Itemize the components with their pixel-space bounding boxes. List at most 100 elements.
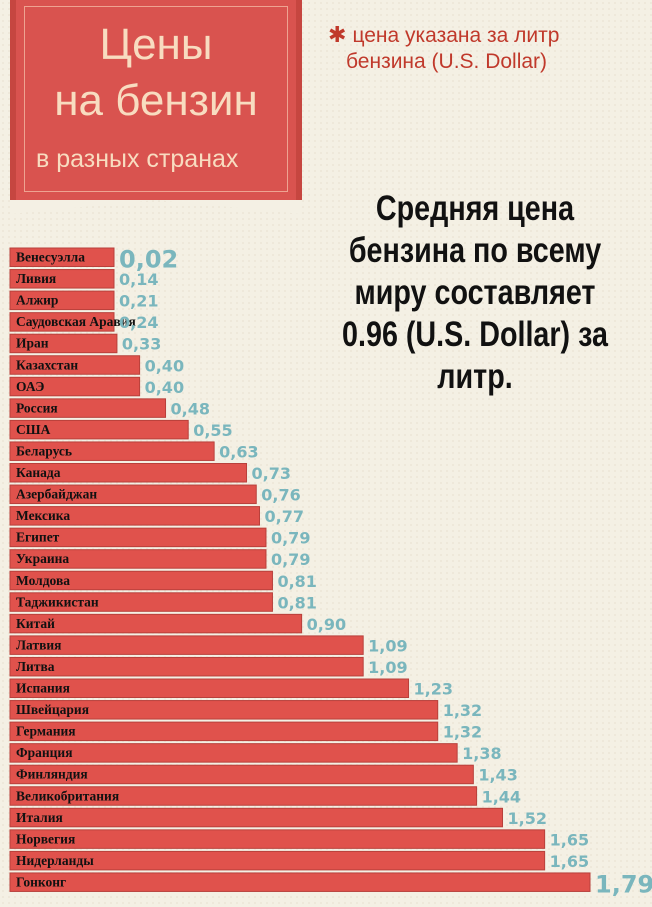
bar-row: Нидерланды 1,65 <box>9 850 589 871</box>
bar-category-label: Великобритания <box>16 788 119 803</box>
bar-row: Финляндия 1,43 <box>9 764 518 785</box>
bar-row: Италия 1,52 <box>9 807 547 828</box>
bar-row: Венесуэлла 0,02 <box>9 246 178 274</box>
bar-row: Таджикистан 0,81 <box>9 592 317 612</box>
bar-value-label: 1,52 <box>508 809 547 828</box>
bar-value-label: 1,32 <box>443 723 482 742</box>
bar-value-label: 0,14 <box>119 270 158 289</box>
bar-row: Египет 0,79 <box>9 527 310 548</box>
bar-value-label: 1,38 <box>462 744 501 763</box>
bar <box>9 807 504 828</box>
bar-row: Гонконг 1,79 <box>9 870 652 898</box>
bar-value-label: 1,43 <box>478 766 517 785</box>
bar <box>9 376 141 397</box>
bar-value-label: 1,09 <box>368 658 407 677</box>
bar-category-label: Швейцария <box>16 702 89 717</box>
bar <box>9 764 474 785</box>
bar-value-label: 0,76 <box>261 486 300 505</box>
title-banner: Цены на бензин в разных странах <box>10 0 302 200</box>
bar-row: Испания 1,23 <box>9 678 453 699</box>
bar-value-label: 0,40 <box>145 356 184 375</box>
bar-value-label: 0,40 <box>145 378 184 397</box>
bar-row: Германия 1,32 <box>9 721 482 742</box>
bar-value-label: 1,65 <box>550 852 589 871</box>
bar <box>9 355 141 375</box>
bar-category-label: Саудовская Аравия <box>16 314 136 329</box>
bar-value-label: 1,65 <box>550 830 589 849</box>
bar-row: Украина 0,79 <box>9 549 310 569</box>
bar-value-label: 1,09 <box>368 636 407 655</box>
banner-frame <box>24 6 288 192</box>
bar-value-label: 1,79 <box>595 870 652 898</box>
bar <box>9 700 439 720</box>
bar <box>9 872 591 892</box>
bar-category-label: Россия <box>16 400 58 415</box>
bar-category-label: Франция <box>16 745 73 760</box>
bar-row: Канада 0,73 <box>9 463 291 483</box>
bar-category-label: ОАЭ <box>16 379 44 394</box>
bar <box>9 333 118 354</box>
bar-category-label: Латвия <box>16 637 61 652</box>
bar <box>9 613 303 634</box>
bar-row: США 0,55 <box>9 419 233 440</box>
bar-category-label: Азербайджан <box>16 487 97 502</box>
bar <box>9 592 273 612</box>
bar <box>9 829 546 849</box>
bar-row: Франция 1,38 <box>9 743 502 763</box>
bar-row: Китай 0,90 <box>9 613 346 634</box>
bar-value-label: 0,77 <box>264 507 303 526</box>
bar-value-label: 0,63 <box>219 442 258 461</box>
bar-category-label: Германия <box>16 724 76 739</box>
bar-category-label: Украина <box>16 551 69 566</box>
bar-category-label: Литва <box>16 659 55 674</box>
bar <box>9 484 257 505</box>
bar <box>9 312 115 332</box>
bar <box>9 635 364 655</box>
bar <box>9 290 115 311</box>
bar-value-label: 0,24 <box>119 313 158 332</box>
bar-value-label: 0,81 <box>277 572 316 591</box>
bar-row: Швейцария 1,32 <box>9 700 482 720</box>
bar <box>9 506 260 526</box>
bar-category-label: Норвегия <box>16 831 75 846</box>
bar <box>9 656 364 677</box>
bar-category-label: Египет <box>16 530 60 545</box>
bar-value-label: 1,23 <box>414 680 453 699</box>
bar <box>9 549 267 569</box>
bar <box>9 527 267 548</box>
bar-row: Норвегия 1,65 <box>9 829 589 849</box>
average-line-4: 0.96 (U.S. Dollar) за <box>342 315 608 354</box>
title-line-3: в разных странах <box>36 145 239 173</box>
bar-value-label: 0,81 <box>277 593 316 612</box>
bar <box>9 463 248 483</box>
bar-row: Литва 1,09 <box>9 656 408 677</box>
bar-category-label: Алжир <box>16 293 58 308</box>
bar-value-label: 0,55 <box>193 421 232 440</box>
bar-value-label: 0,73 <box>252 464 291 483</box>
bar <box>9 570 273 591</box>
bar <box>9 678 410 698</box>
bar-value-label: 1,32 <box>443 701 482 720</box>
bar-category-label: Ливия <box>16 271 56 286</box>
bar-category-label: США <box>16 422 51 437</box>
bar <box>9 419 189 440</box>
bar-row: Алжир 0,21 <box>9 290 158 311</box>
bar-row: Россия 0,48 <box>9 398 210 418</box>
bar-row: Великобритания 1,44 <box>9 786 521 806</box>
note-line-1: цена указана за литр <box>352 24 560 47</box>
bar-value-label: 0,79 <box>271 550 310 569</box>
bar-category-label: Канада <box>16 465 61 480</box>
bar-value-label: 0,02 <box>119 246 178 274</box>
bar-row: Латвия 1,09 <box>9 635 408 655</box>
average-price-text: Средняя цена бензина по всему миру соста… <box>341 188 608 398</box>
average-line-5: литр. <box>437 357 513 396</box>
unit-note: ✱ цена указана за литр бензина (U.S. Doll… <box>328 22 559 75</box>
bar-category-label: Венесуэлла <box>16 250 85 265</box>
bar-row: Молдова 0,81 <box>9 570 317 591</box>
bar-category-label: Финляндия <box>16 767 88 782</box>
bar <box>9 743 458 763</box>
note-line-2: бензина (U.S. Dollar) <box>346 50 548 73</box>
bar-row: Ливия 0,14 <box>9 269 158 289</box>
